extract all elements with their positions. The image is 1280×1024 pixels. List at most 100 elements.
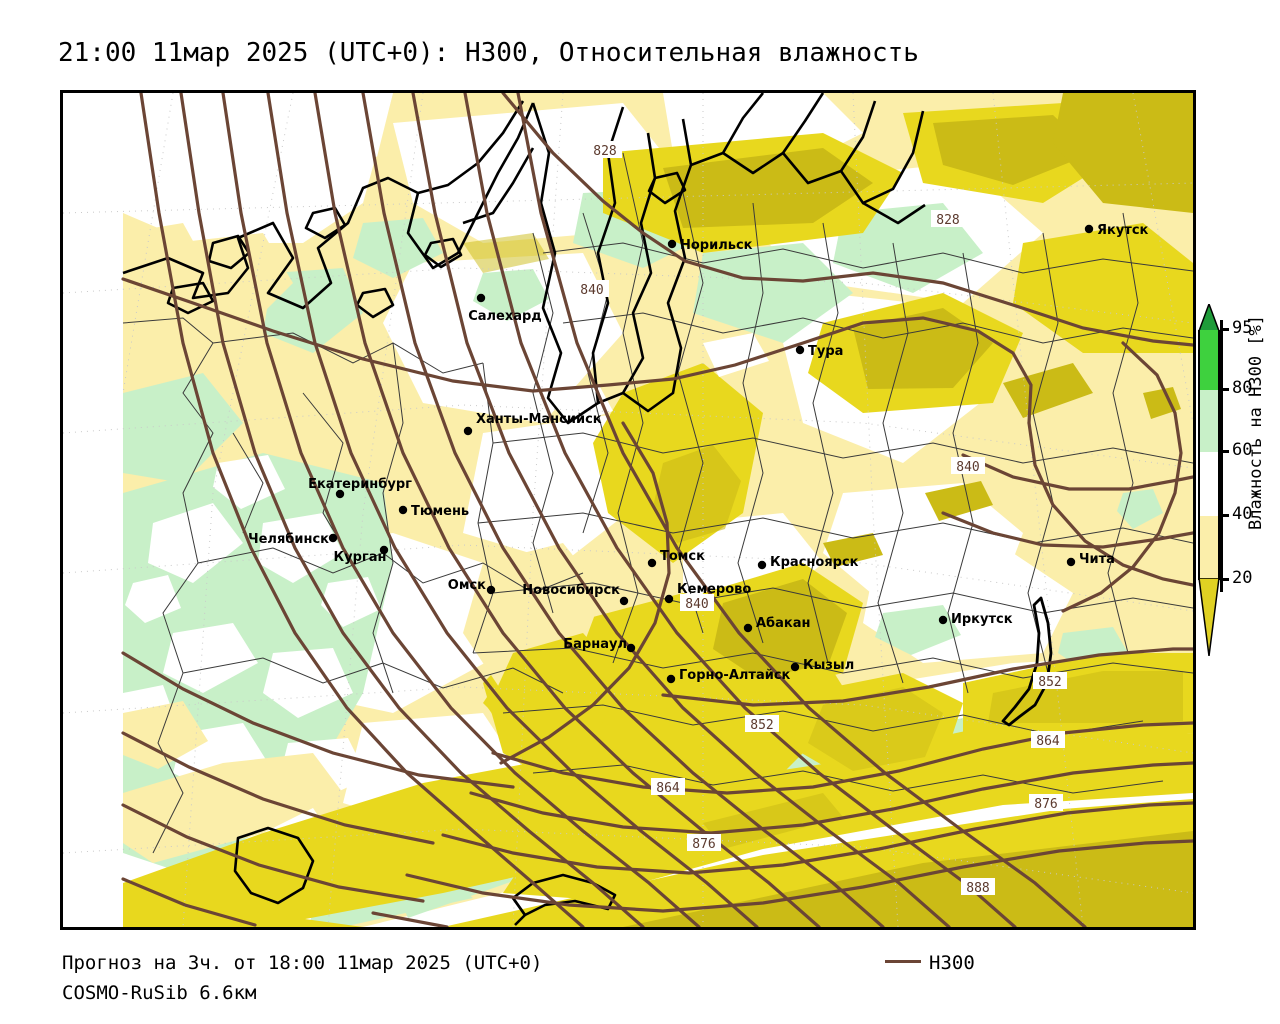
contour-label: 828 <box>936 213 959 228</box>
city-label: Челябинск <box>248 532 329 547</box>
city-dot <box>938 615 948 625</box>
city-marker: Тюмень <box>398 504 469 519</box>
colorbar-bottom-arrow <box>1198 578 1220 656</box>
city-label: Чита <box>1079 552 1115 567</box>
colorbar-tick-20 <box>1220 578 1229 581</box>
contour-label-bg <box>687 834 721 851</box>
contour-label-bg <box>961 878 995 895</box>
map-panel: 828 828 840 840 840 852 852 864 864 876 876 888 Нор… <box>60 90 1196 930</box>
city-label: Тура <box>808 344 843 359</box>
city-label: Якутск <box>1097 223 1149 238</box>
coastline <box>122 93 1053 926</box>
lat-lon-grid <box>63 93 1193 927</box>
colorbar-segment-80-95 <box>1200 330 1218 390</box>
h300-contours <box>121 93 1193 927</box>
colorbar-label-60: 60 <box>1232 440 1253 460</box>
city-dot <box>626 643 636 653</box>
city-label: Абакан <box>756 616 811 631</box>
colorbar-tick-60 <box>1220 450 1229 453</box>
city-label: Тюмень <box>411 504 469 519</box>
city-label: Екатеринбург <box>308 477 412 492</box>
contour-label-bg <box>745 715 779 732</box>
city-marker: Норильск <box>667 238 753 253</box>
city-marker: Красноярск <box>757 555 859 570</box>
colorbar: 95 80 60 40 20 Влажность на H300 [%] <box>1198 304 1278 656</box>
contour-label: 864 <box>656 781 680 796</box>
colorbar-segment-60-80 <box>1200 390 1218 452</box>
model-info: COSMO-RuSib 6.6км <box>62 982 257 1004</box>
city-marker: Екатеринбург <box>308 477 412 499</box>
colorbar-segment-20-40 <box>1200 516 1218 580</box>
colorbar-label-20: 20 <box>1232 568 1253 588</box>
colorbar-title: Влажность на H300 [%] <box>1246 315 1266 530</box>
city-dot <box>795 345 805 355</box>
city-group: Норильск Якутск Салехард Тура Ханты-Мансийск… <box>248 223 1149 684</box>
city-label: Барнаул <box>563 637 627 652</box>
contour-label-group: 828 828 840 840 840 852 852 864 864 876 876 888 <box>575 141 1067 896</box>
contour-label-bg <box>951 457 985 474</box>
city-dot <box>790 662 800 672</box>
contour-label: 828 <box>593 144 616 159</box>
h300-line-swatch <box>885 960 921 963</box>
city-label: Томск <box>660 549 705 564</box>
contour-label: 888 <box>966 881 989 896</box>
city-marker: Новосибирск <box>522 583 629 606</box>
colorbar-tick-40 <box>1220 514 1229 517</box>
city-dot <box>647 558 657 568</box>
city-label: Горно-Алтайск <box>679 668 791 683</box>
contour-label-bg <box>1029 794 1063 811</box>
city-dot <box>666 674 676 684</box>
city-dot <box>379 545 389 555</box>
colorbar-tick-95 <box>1220 328 1229 331</box>
city-label: Новосибирск <box>522 583 620 598</box>
contour-label: 840 <box>685 597 708 612</box>
city-label: Иркутск <box>951 612 1013 627</box>
colorbar-gradient <box>1198 330 1220 580</box>
colorbar-label-80: 80 <box>1232 378 1253 398</box>
city-dot <box>486 585 496 595</box>
city-marker: Курган <box>334 545 389 565</box>
city-dot <box>757 560 767 570</box>
admin-borders <box>122 152 1193 854</box>
contour-legend: H300 <box>885 952 975 974</box>
city-dot <box>664 594 674 604</box>
city-label: Салехард <box>468 309 542 324</box>
city-marker: Кызыл <box>790 658 854 673</box>
h300-legend-label: H300 <box>929 952 975 974</box>
city-dot <box>1084 224 1094 234</box>
city-marker: Челябинск <box>248 532 338 547</box>
contour-label-bg <box>1031 731 1065 748</box>
contour-label-bg <box>680 594 714 611</box>
colorbar-tick-80 <box>1220 388 1229 391</box>
city-dot <box>743 623 753 633</box>
city-marker: Тура <box>795 344 843 359</box>
city-dot <box>463 426 473 436</box>
city-marker: Кемерово <box>664 582 751 604</box>
city-marker: Чита <box>1066 552 1115 567</box>
contour-label: 864 <box>1036 734 1060 749</box>
contour-label-bg <box>931 210 965 227</box>
contour-label-bg <box>1033 672 1067 689</box>
colorbar-label-40: 40 <box>1232 504 1253 524</box>
city-dot <box>619 596 629 606</box>
page-title: 21:00 11мар 2025 (UTC+0): H300, Относите… <box>58 38 919 68</box>
city-label: Курган <box>334 550 387 565</box>
colorbar-label-95: 95 <box>1232 318 1253 338</box>
contour-label: 876 <box>692 837 715 852</box>
city-label: Красноярск <box>770 555 859 570</box>
contour-label: 852 <box>1038 675 1061 690</box>
city-label: Ханты-Мансийск <box>476 412 602 427</box>
contour-label-bg <box>651 778 685 795</box>
city-label: Кызыл <box>803 658 854 673</box>
city-marker: Омск <box>448 578 496 595</box>
contour-label: 840 <box>956 460 979 475</box>
city-marker: Абакан <box>743 616 811 633</box>
city-dot <box>476 293 486 303</box>
contour-label-bg <box>575 280 609 297</box>
contour-label-bg <box>588 141 622 158</box>
city-marker: Иркутск <box>938 612 1013 627</box>
city-marker: Салехард <box>468 293 542 324</box>
forecast-info: Прогноз на 3ч. от 18:00 11мар 2025 (UTC+… <box>62 952 543 974</box>
colorbar-segment-40-60 <box>1200 452 1218 516</box>
colorbar-axis <box>1220 320 1223 592</box>
